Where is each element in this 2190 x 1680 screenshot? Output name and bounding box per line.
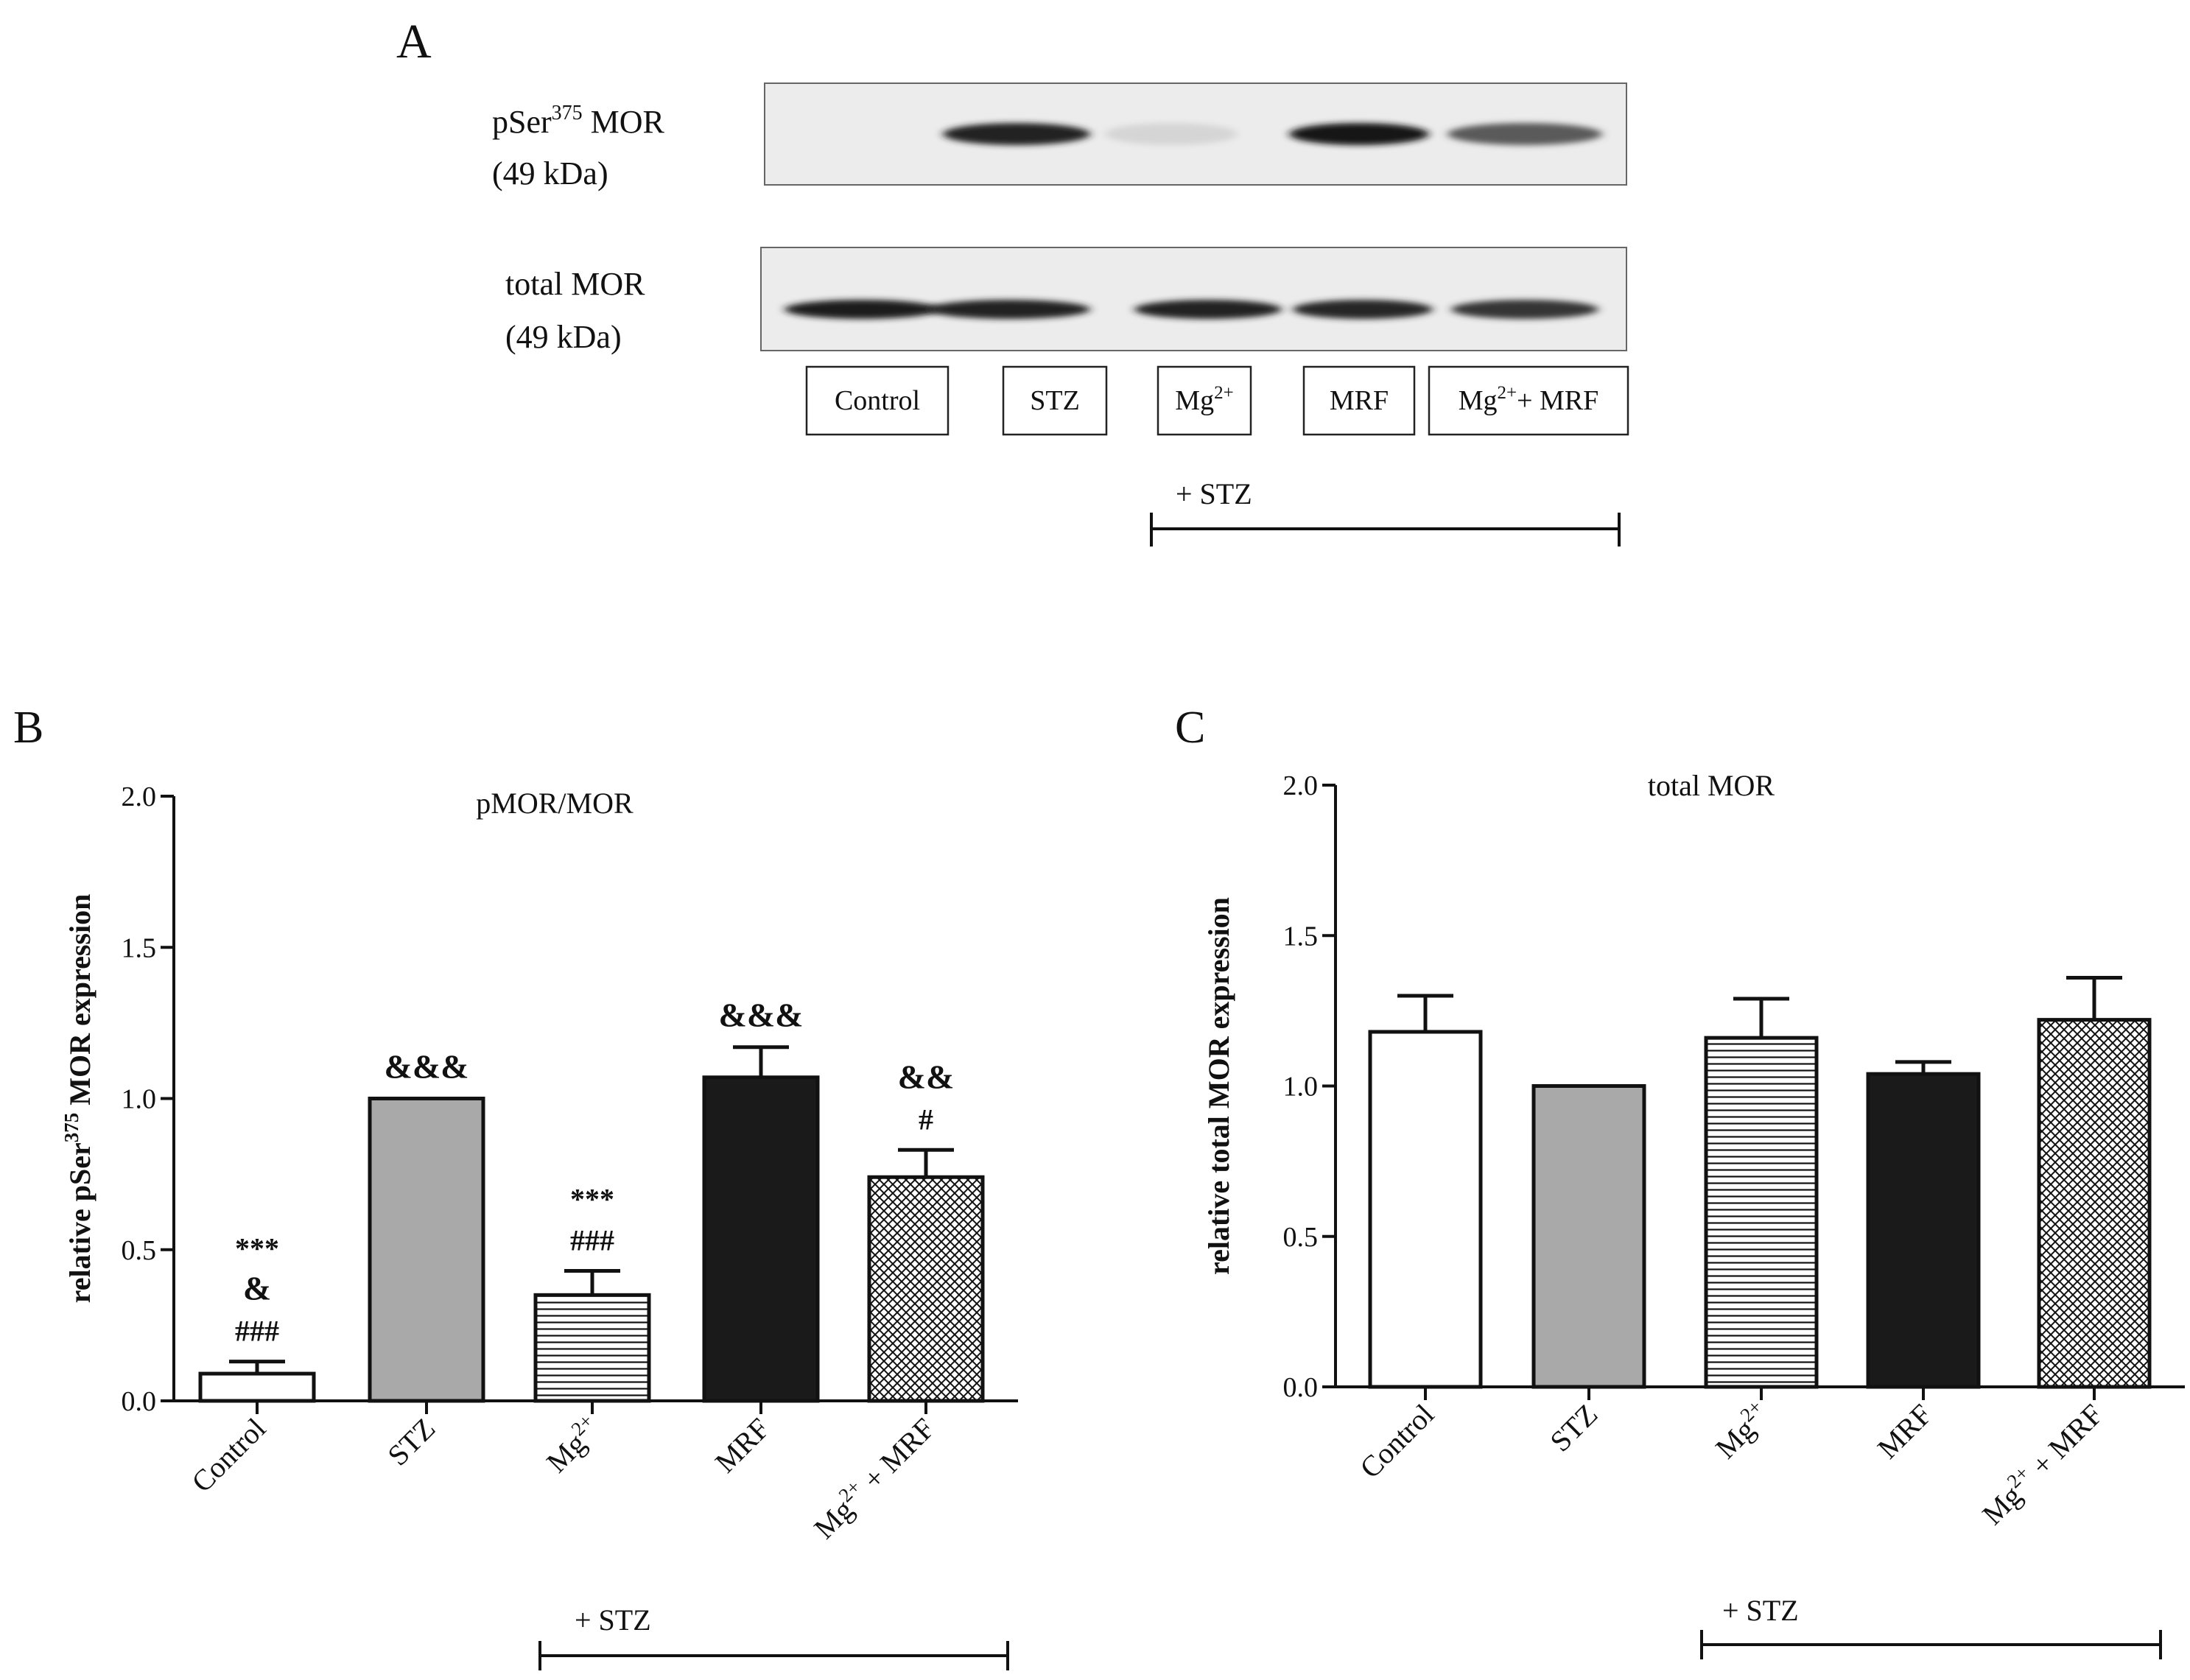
stz-label: + STZ xyxy=(575,1603,651,1637)
blot-band xyxy=(1293,300,1433,319)
y-axis-label-part: relative total MOR expression xyxy=(1202,897,1235,1275)
bar xyxy=(200,1374,314,1401)
blot-total-mor-membrane xyxy=(761,247,1626,351)
x-tick-label: Mg2+ xyxy=(1707,1396,1776,1465)
bar xyxy=(1706,1038,1817,1387)
blot-band xyxy=(928,300,1090,319)
y-axis-label-part: relative pSer xyxy=(63,1142,96,1303)
lane-label-mg-mrf: Mg2++ MRF xyxy=(1459,383,1599,416)
x-tick-label: Mg2+ + MRF xyxy=(1973,1396,2109,1531)
y-tick-label: 1.0 xyxy=(122,1084,157,1115)
y-tick-label: 0.0 xyxy=(122,1386,157,1417)
panel-b-letter: B xyxy=(13,703,43,753)
bar xyxy=(1534,1086,1644,1388)
panel-a-letter: A xyxy=(396,15,432,68)
x-tick-label-part: + MRF xyxy=(2020,1398,2110,1488)
bar xyxy=(2039,1020,2149,1387)
lane-label-control: Control xyxy=(835,385,920,416)
y-axis-label: relative total MOR expression xyxy=(1202,897,1235,1275)
blot-band xyxy=(1451,300,1598,319)
x-tick-label: Mg2+ xyxy=(538,1410,607,1479)
bar xyxy=(370,1099,483,1402)
y-tick-label: 0.0 xyxy=(1283,1372,1319,1403)
bar xyxy=(1868,1074,1979,1387)
panel-a: A pSer375 MOR (49 kDa) total MOR (49 kDa… xyxy=(396,15,1628,546)
blot-pser-mor-mw: (49 kDa) xyxy=(492,155,608,191)
y-tick-label: 2.0 xyxy=(122,781,157,812)
x-tick-label: Control xyxy=(185,1412,272,1499)
lane-label-mg: Mg2+ xyxy=(1175,383,1233,416)
y-tick-label: 0.5 xyxy=(1283,1222,1319,1253)
significance-label: &&& xyxy=(719,997,804,1034)
lane-labels: Control STZ Mg2+ MRF Mg2++ MRF xyxy=(807,367,1628,435)
chart-title: pMOR/MOR xyxy=(476,787,634,820)
significance-label: *** xyxy=(235,1232,279,1265)
blot-band xyxy=(1105,123,1238,145)
lane-label-stz: STZ xyxy=(1030,385,1080,416)
bar xyxy=(536,1295,649,1401)
y-tick-label: 2.0 xyxy=(1283,770,1319,801)
panel-c-letter: C xyxy=(1175,703,1205,753)
significance-label: ### xyxy=(235,1315,279,1348)
bar xyxy=(869,1177,983,1401)
significance-label: *** xyxy=(570,1182,614,1215)
x-tick-label-part: + MRF xyxy=(852,1412,941,1502)
bar xyxy=(704,1078,818,1401)
y-tick-label: 1.0 xyxy=(1283,1072,1319,1103)
chart-pmor-mor: 0.0 0.5 1.0 1.5 2.0 pMOR/MOR relative pSer375 … xyxy=(60,781,1018,1670)
y-axis-label: relative pSer375 MOR expression xyxy=(60,894,96,1304)
x-tick-label: Control xyxy=(1353,1398,1440,1485)
blot-band xyxy=(785,300,939,319)
blot-total-mor-mw: (49 kDa) xyxy=(505,319,622,355)
lane-label-mrf: MRF xyxy=(1330,385,1389,416)
significance-label: & xyxy=(243,1270,271,1307)
blot-total-mor-label: total MOR xyxy=(505,266,645,302)
significance-label: # xyxy=(919,1103,933,1136)
blot-total-mor: total MOR (49 kDa) xyxy=(505,247,1626,355)
stz-label: + STZ xyxy=(1722,1594,1799,1627)
x-tick-label-part: Control xyxy=(1353,1398,1440,1485)
blot-band xyxy=(1447,123,1602,145)
x-tick-label-part: STZ xyxy=(381,1412,441,1472)
blot-band xyxy=(943,123,1090,145)
x-tick-label-part: STZ xyxy=(1543,1398,1604,1458)
panel-a-stz-label: + STZ xyxy=(1176,477,1252,510)
significance-label: && xyxy=(898,1058,955,1095)
blot-total-mor-bands xyxy=(785,300,1598,319)
bar xyxy=(1370,1032,1481,1387)
x-tick-label: MRF xyxy=(709,1412,776,1480)
x-tick-label: MRF xyxy=(1871,1398,1939,1466)
chart-total-mor: 0.0 0.5 1.0 1.5 2.0 total MOR relative total M… xyxy=(1202,769,2185,1659)
blot-pser-mor: pSer375 MOR (49 kDa) xyxy=(492,83,1626,191)
significance-label: &&& xyxy=(385,1048,469,1086)
y-axis-label-sup: 375 xyxy=(60,1113,83,1143)
x-tick-label: STZ xyxy=(1543,1398,1604,1458)
significance-label: ### xyxy=(570,1223,614,1257)
x-tick-label: STZ xyxy=(381,1412,441,1472)
y-axis-label-part: MOR expression xyxy=(63,894,96,1113)
panel-c: C 0.0 0.5 1.0 1.5 2.0 total MOR relative total… xyxy=(1175,703,2185,1659)
panel-b: B 0.0 0.5 1.0 1.5 2.0 pMOR/MOR relative pSer37… xyxy=(13,703,1018,1670)
blot-band xyxy=(1289,123,1429,145)
blot-pser-mor-label: pSer375 MOR xyxy=(492,102,665,140)
y-tick-label: 1.5 xyxy=(122,932,157,963)
blot-band xyxy=(1134,300,1282,319)
x-tick-label-part: MRF xyxy=(1871,1398,1939,1466)
y-tick-label: 1.5 xyxy=(1283,921,1319,952)
x-tick-label-part: Control xyxy=(185,1412,272,1499)
y-tick-label: 0.5 xyxy=(122,1235,157,1266)
panel-a-stz-bracket xyxy=(1151,513,1619,546)
x-tick-label: Mg2+ + MRF xyxy=(805,1410,941,1545)
x-tick-label-part: MRF xyxy=(709,1412,776,1480)
chart-title: total MOR xyxy=(1648,769,1775,802)
